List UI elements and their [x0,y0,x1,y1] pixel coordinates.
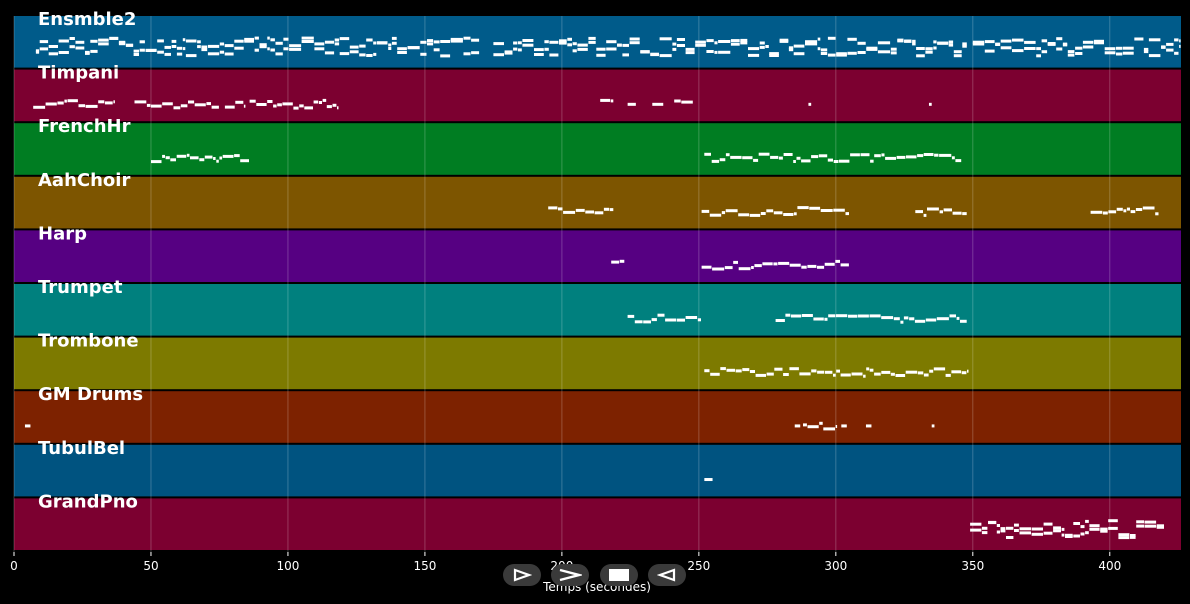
note-cluster [33,99,115,109]
note-cluster [794,424,801,428]
x-tick-label: 50 [143,559,158,573]
track-lane [14,123,1181,175]
track-lane [14,69,1181,122]
note-cluster [548,206,614,215]
track-lane [14,176,1181,229]
note-cluster [701,259,849,271]
step-back-icon [657,568,676,582]
note-cluster [224,100,246,109]
x-tick-label: 0 [10,559,18,573]
track-lane [14,337,1181,390]
note-cluster [674,99,693,104]
note-cluster [134,100,219,110]
note-cluster [972,37,1181,58]
note-cluster [775,313,967,324]
note-cluster [928,102,932,106]
x-tick-label: 400 [1098,559,1121,573]
note-cluster [24,424,31,428]
step-forward-icon [513,568,532,582]
note-cluster [611,259,625,264]
stop-icon [609,569,629,581]
track-label: Harp [38,223,87,244]
step-forward-button[interactable] [503,564,541,586]
note-cluster [493,36,967,58]
track-label: GrandPno [38,491,138,512]
track-label: TubulBel [38,438,125,459]
x-tick-label: 250 [687,559,710,573]
note-cluster [931,424,935,428]
note-cluster [808,102,812,106]
x-tick-label: 100 [276,559,299,573]
note-cluster [865,424,872,428]
note-cluster [151,153,249,164]
note-cluster [701,206,849,217]
track-label: GM Drums [38,384,143,405]
track-lane [14,444,1181,497]
x-tick-label: 150 [413,559,436,573]
track-label: AahChoir [38,170,130,191]
track-label: FrenchHr [38,116,131,137]
play-icon [559,568,582,582]
note-cluster [704,367,969,378]
track-label: Timpani [38,63,119,84]
note-cluster [915,207,967,217]
track-lane [14,284,1181,336]
stop-button[interactable] [600,564,638,586]
play-button[interactable] [551,564,589,586]
note-cluster [1090,206,1159,216]
note-cluster [704,152,962,163]
note-cluster [841,424,847,428]
note-cluster [600,98,614,103]
step-back-button[interactable] [648,564,686,586]
note-cluster [803,421,838,431]
note-cluster [970,519,1164,540]
track-label: Trombone [38,331,139,352]
track-lane [14,391,1181,443]
note-cluster [249,98,339,110]
note-cluster [35,36,480,58]
track-label: Trumpet [38,277,123,298]
track-label: Ensmble2 [38,9,136,30]
track-lane [14,230,1181,282]
x-tick-label: 350 [961,559,984,573]
note-cluster [704,478,713,482]
x-tick-label: 300 [824,559,847,573]
track-lane [14,498,1181,550]
note-cluster [652,102,664,106]
note-cluster [627,313,701,324]
note-cluster [627,102,636,106]
